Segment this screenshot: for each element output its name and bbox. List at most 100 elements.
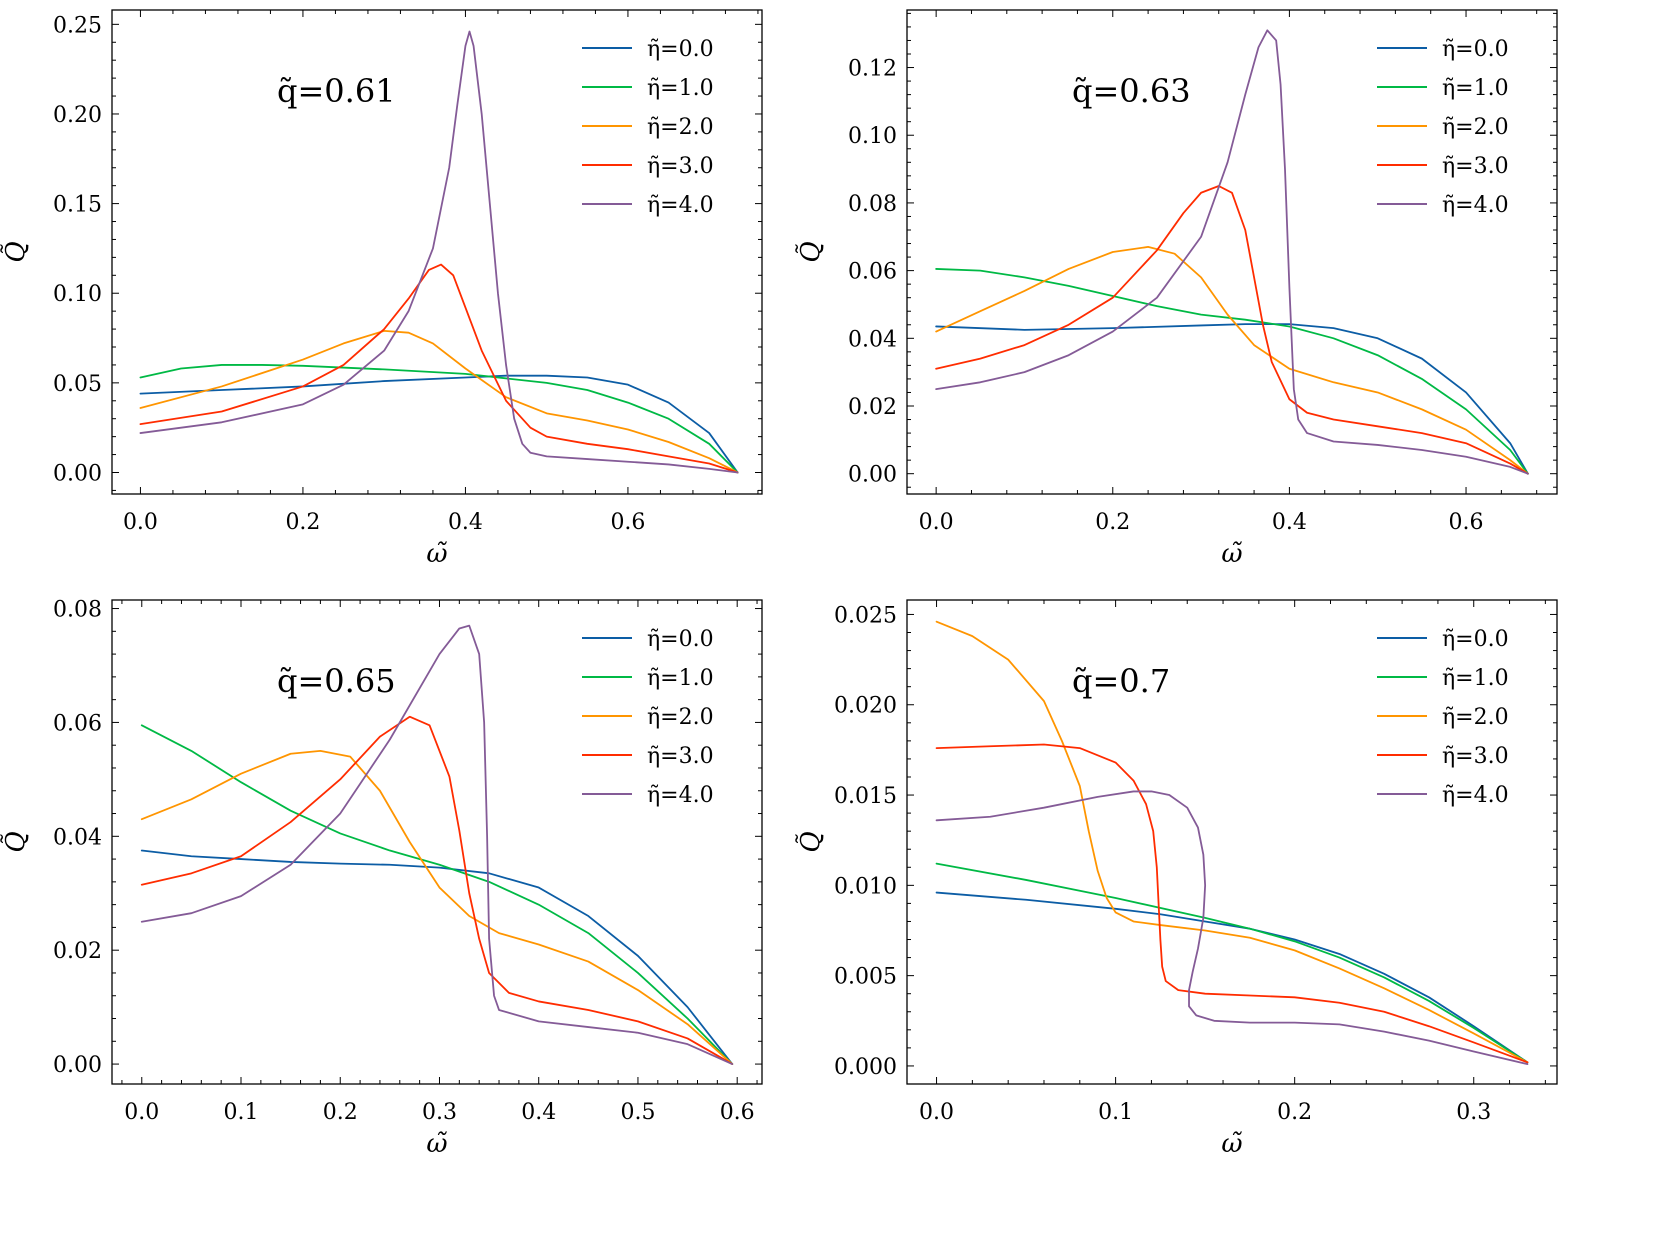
x-tick-label: 0.2 (323, 1100, 358, 1125)
y-tick-label: 0.12 (848, 57, 897, 82)
x-tick-label: 0.2 (1095, 510, 1130, 535)
legend: η̃=0.0 η̃=1.0 η̃=2.0 η̃=3.0 η̃=4.0 (582, 627, 714, 808)
y-tick-label: 0.010 (834, 874, 897, 899)
series-line-eta-4 (935, 790, 1529, 1066)
series-line-eta-4 (139, 30, 739, 474)
legend: η̃=0.0 η̃=1.0 η̃=2.0 η̃=3.0 η̃=4.0 (1377, 627, 1509, 808)
x-axis-label: ω̃ (426, 1129, 447, 1159)
x-tick-label: 0.6 (610, 510, 645, 535)
series-group (935, 620, 1529, 1066)
legend-label: η̃=3.0 (647, 744, 714, 769)
legend-label: η̃=3.0 (647, 154, 714, 179)
panel-q-0-7: 0.0 0.1 0.2 0.3 0.000 0.005 0.010 0.015 0.020 0.0… (795, 599, 1558, 1159)
x-tick-label: 0.0 (123, 510, 158, 535)
series-line-eta-3 (935, 185, 1529, 475)
y-tick-label: 0.25 (53, 13, 102, 38)
x-tick-label: 0.1 (224, 1100, 259, 1125)
legend-label: η̃=1.0 (1442, 666, 1509, 691)
series-line-eta-0 (935, 891, 1529, 1064)
legend-label: η̃=4.0 (1442, 193, 1509, 218)
series-group (140, 624, 734, 1065)
legend-label: η̃=0.0 (647, 627, 714, 652)
legend-label: η̃=4.0 (647, 193, 714, 218)
y-tick-label: 0.015 (834, 784, 897, 809)
legend-label: η̃=0.0 (647, 37, 714, 62)
x-axis-label: ω̃ (426, 539, 447, 569)
series-line-eta-4 (935, 29, 1529, 475)
x-tick-label: 0.0 (919, 1100, 954, 1125)
y-tick-label: 0.04 (53, 825, 102, 850)
legend-label: η̃=1.0 (1442, 76, 1509, 101)
y-tick-label: 0.02 (53, 939, 102, 964)
series-line-eta-0 (935, 323, 1529, 475)
legend: η̃=0.0 η̃=1.0 η̃=2.0 η̃=3.0 η̃=4.0 (582, 37, 714, 218)
legend-label: η̃=1.0 (647, 666, 714, 691)
y-tick-label: 0.08 (848, 192, 897, 217)
series-line-eta-2 (139, 329, 739, 474)
x-tick-label: 0.6 (1449, 510, 1484, 535)
x-axis-label: ω̃ (1221, 1129, 1242, 1159)
panel-q-0-61: 0.0 0.2 0.4 0.6 0.00 0.05 0.10 0.15 0.20 0.25 ω̃ Q̃… (0, 9, 763, 569)
y-tick-label: 0.10 (848, 124, 897, 149)
series-line-eta-0 (140, 849, 734, 1065)
y-tick-label: 0.020 (834, 694, 897, 719)
y-tick-label: 0.08 (53, 598, 102, 623)
plot-frame (906, 599, 1558, 1085)
series-line-eta-3 (140, 715, 734, 1065)
y-tick-label: 0.00 (53, 1053, 102, 1078)
legend-label: η̃=0.0 (1442, 627, 1509, 652)
series-line-eta-4 (140, 624, 734, 1065)
legend-label: η̃=4.0 (647, 783, 714, 808)
y-tick-label: 0.06 (848, 260, 897, 285)
legend: η̃=0.0 η̃=1.0 η̃=2.0 η̃=3.0 η̃=4.0 (1377, 37, 1509, 218)
series-line-eta-2 (935, 246, 1529, 475)
y-tick-label: 0.000 (834, 1055, 897, 1080)
y-tick-label: 0.04 (848, 327, 897, 352)
series-line-eta-2 (935, 620, 1529, 1064)
y-tick-label: 0.00 (848, 463, 897, 488)
x-tick-label: 0.4 (521, 1100, 556, 1125)
series-line-eta-3 (139, 263, 739, 474)
x-tick-label: 0.4 (448, 510, 483, 535)
x-tick-label: 0.5 (620, 1100, 655, 1125)
legend-label: η̃=3.0 (1442, 744, 1509, 769)
series-line-eta-1 (935, 268, 1529, 475)
x-tick-label: 0.3 (1456, 1100, 1491, 1125)
x-tick-label: 0.3 (422, 1100, 457, 1125)
x-tick-label: 0.2 (285, 510, 320, 535)
y-tick-label: 0.05 (53, 372, 102, 397)
y-axis-label: Q̃ (0, 831, 31, 852)
series-line-eta-0 (139, 374, 739, 474)
legend-label: η̃=1.0 (647, 76, 714, 101)
series-group (139, 30, 739, 474)
panel-annotation: q̃=0.61 (277, 72, 396, 110)
panel-annotation: q̃=0.65 (277, 662, 396, 700)
panel-annotation: q̃=0.63 (1072, 72, 1191, 110)
y-tick-label: 0.15 (53, 193, 102, 218)
legend-label: η̃=2.0 (647, 115, 714, 140)
legend-label: η̃=4.0 (1442, 783, 1509, 808)
plot-frame (906, 9, 1558, 495)
series-line-eta-1 (139, 364, 739, 474)
y-tick-label: 0.025 (834, 603, 897, 628)
y-axis-label: Q̃ (795, 241, 826, 262)
plot-frame (111, 9, 763, 495)
y-axis-label: Q̃ (0, 241, 31, 262)
x-tick-label: 0.4 (1272, 510, 1307, 535)
x-tick-label: 0.0 (124, 1100, 159, 1125)
x-tick-label: 0.6 (720, 1100, 755, 1125)
series-line-eta-3 (935, 743, 1529, 1064)
legend-label: η̃=3.0 (1442, 154, 1509, 179)
panel-q-0-63: 0.0 0.2 0.4 0.6 0.00 0.02 0.04 0.06 0.08 0.10 0.12… (795, 9, 1558, 569)
x-tick-label: 0.1 (1098, 1100, 1133, 1125)
x-axis-label: ω̃ (1221, 539, 1242, 569)
y-tick-label: 0.005 (834, 965, 897, 990)
x-tick-label: 0.0 (919, 510, 954, 535)
series-group (935, 29, 1529, 475)
y-tick-label: 0.02 (848, 395, 897, 420)
x-tick-label: 0.2 (1277, 1100, 1312, 1125)
legend-label: η̃=0.0 (1442, 37, 1509, 62)
legend-label: η̃=2.0 (1442, 705, 1509, 730)
y-tick-label: 0.00 (53, 461, 102, 486)
